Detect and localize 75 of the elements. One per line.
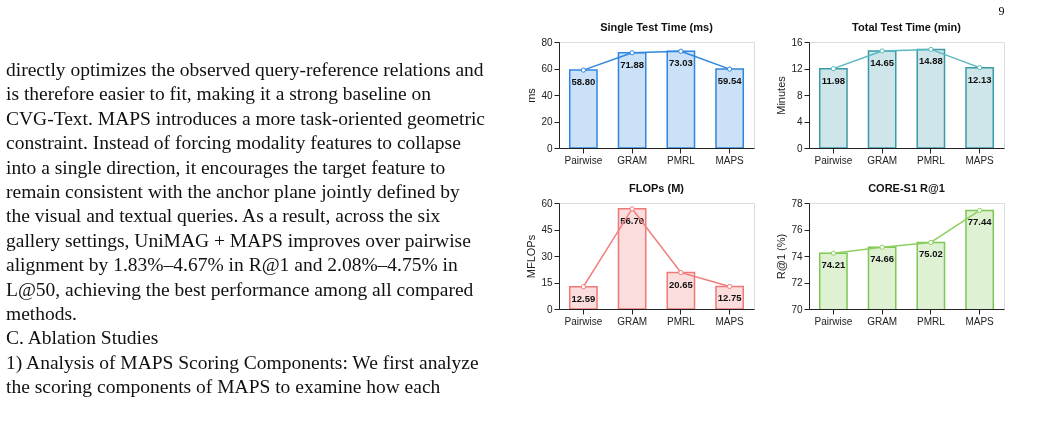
y-axis-title: Minutes	[775, 75, 788, 115]
data-label: 11.98	[821, 74, 845, 86]
text: 9	[998, 3, 1005, 18]
x-tick-label: GRAM	[867, 315, 898, 327]
data-label: 77.44	[967, 216, 993, 228]
chart-title: Single Test Time (ms)	[600, 21, 714, 33]
x-tick-label: MAPS	[965, 154, 995, 166]
data-label: 73.03	[668, 57, 693, 69]
text: is therefore easier to fit, making it a strong baseline on	[6, 83, 432, 105]
x-tick-label: MAPS	[715, 154, 745, 166]
x-tick-label: GRAM	[617, 154, 648, 166]
text: alignment by 1.83%–4.67% in R@1 and 2.08%–4.75% in	[6, 254, 459, 276]
y-tick-label: 40	[541, 89, 553, 101]
y-tick-label: 76	[791, 224, 803, 235]
y-tick-label: 70	[791, 303, 803, 315]
data-label: 74.66	[870, 253, 895, 265]
x-tick-label: Pairwise	[564, 315, 603, 327]
y-tick-label: 0	[546, 142, 553, 154]
y-tick-label: 72	[791, 277, 803, 288]
y-tick-label: 0	[546, 303, 553, 315]
data-label: 56.70	[620, 214, 645, 226]
y-axis-title: MFLOPs	[525, 234, 538, 279]
data-label: 14.88	[918, 55, 943, 67]
data-label: 71.88	[620, 58, 645, 70]
data-label: 12.75	[717, 292, 743, 304]
data-label: 20.65	[668, 278, 694, 290]
y-tick-label: 4	[796, 116, 803, 127]
y-tick-label: 60	[541, 63, 553, 74]
y-axis-title: R@1 (%)	[775, 233, 788, 280]
x-tick-label: Pairwise	[564, 154, 603, 166]
x-tick-label: GRAM	[617, 315, 648, 327]
x-tick-label: MAPS	[715, 315, 745, 327]
x-tick-label: PMRL	[916, 154, 946, 166]
y-tick-label: 80	[541, 36, 553, 48]
x-tick-label: GRAM	[867, 154, 898, 166]
data-label: 74.21	[821, 259, 846, 271]
data-label: 75.02	[918, 248, 943, 260]
x-tick-label: PMRL	[666, 315, 696, 327]
y-tick-label: 16	[791, 36, 803, 48]
data-label: 12.59	[571, 292, 596, 304]
text: 1) Analysis of MAPS Scoring Components: We first analyze	[6, 351, 479, 374]
data-label: 58.80	[571, 76, 596, 88]
x-tick-label: MAPS	[965, 315, 995, 327]
chart-title: CORE-S1 R@1	[868, 182, 945, 194]
x-tick-label: PMRL	[666, 154, 696, 166]
chart-title: FLOPs (M)	[629, 182, 685, 194]
text: remain consistent with the anchor plane jointly defined by	[6, 181, 461, 202]
data-label: 12.13	[967, 73, 992, 85]
data-label: 14.65	[870, 56, 895, 68]
text: CVG-Text. MAPS introduces a more task-oriented geometric	[6, 107, 486, 129]
text: into a single direction, it encourages the target feature to	[6, 156, 446, 178]
y-tick-label: 20	[541, 116, 553, 127]
text: the visual and textual queries. As a result, across the six	[6, 205, 441, 227]
y-tick-label: 78	[791, 197, 803, 209]
text: gallery settings, UniMAG + MAPS improves over pairwise	[6, 229, 471, 251]
y-tick-label: 12	[791, 63, 803, 74]
chart-title: Total Test Time (min)	[852, 21, 962, 33]
y-tick-label: 0	[796, 142, 803, 154]
text: directly optimizes the observed query-reference relations and	[6, 59, 484, 80]
x-tick-label: Pairwise	[814, 315, 853, 327]
data-label: 59.54	[717, 75, 743, 87]
y-tick-label: 74	[791, 250, 803, 262]
y-axis-title: ms	[525, 87, 538, 103]
y-tick-label: 8	[796, 89, 803, 101]
y-tick-label: 15	[541, 277, 553, 288]
x-tick-label: Pairwise	[814, 154, 853, 166]
text: constraint. Instead of forcing modality features to collapse	[6, 132, 461, 154]
text: L@50, achieving the best performance among all compared	[6, 278, 474, 300]
text: the scoring components of MAPS to examine how each	[6, 376, 441, 398]
y-tick-label: 60	[541, 197, 553, 209]
text: methods.	[6, 303, 77, 324]
x-tick-label: PMRL	[916, 315, 946, 327]
y-tick-label: 30	[541, 250, 553, 262]
text: C. Ablation Studies	[6, 327, 159, 349]
y-tick-label: 45	[541, 224, 553, 235]
